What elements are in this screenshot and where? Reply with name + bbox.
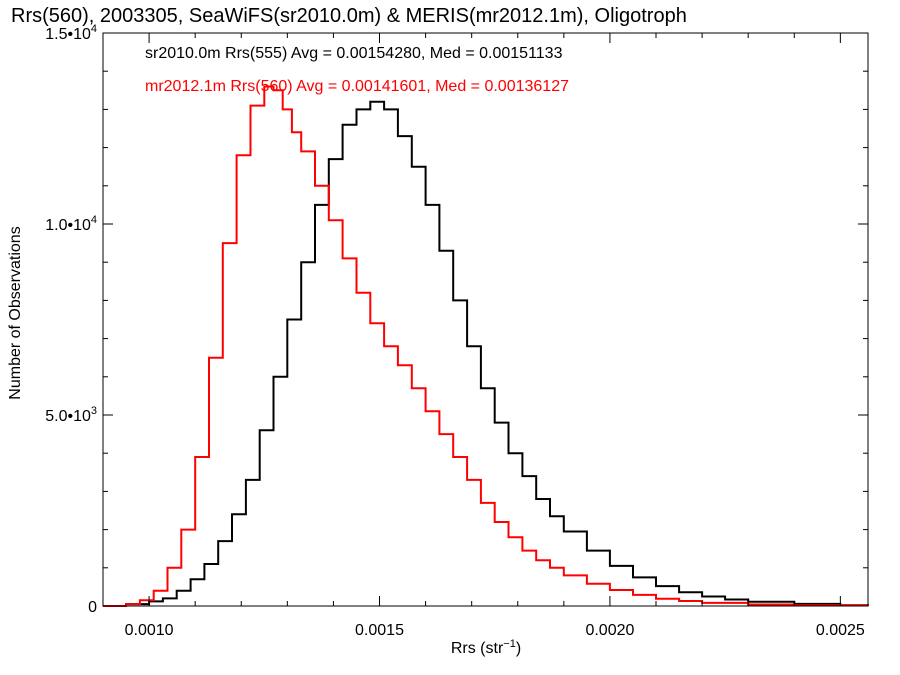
annotation-series-2: mr2012.1m Rrs(560) Avg = 0.00141601, Med… xyxy=(145,78,569,95)
x-axis-label: Rrs (str−1) xyxy=(451,638,521,657)
plot-frame xyxy=(102,32,869,607)
y-tick-label: 0 xyxy=(88,599,97,616)
y-tick-label: 5.0•103 xyxy=(45,405,97,425)
series-1-line xyxy=(103,100,869,607)
series-layer xyxy=(103,85,869,607)
chart-title: Rrs(560), 2003305, SeaWiFS(sr2010.0m) & … xyxy=(11,5,687,27)
annotation-series-1: sr2010.0m Rrs(555) Avg = 0.00154280, Med… xyxy=(145,45,563,62)
x-tick-label: 0.0020 xyxy=(585,622,634,639)
x-tick-label: 0.0025 xyxy=(816,622,865,639)
y-tick-label: 1.5•104 xyxy=(45,23,97,43)
x-tick-label: 0.0010 xyxy=(125,622,174,639)
y-tick-label: 1.0•104 xyxy=(45,214,97,234)
x-tick-label: 0.0015 xyxy=(355,622,404,639)
series-2-line xyxy=(103,85,869,607)
y-axis-label: Number of Observations xyxy=(7,226,24,399)
axes-layer: 0.0010 0.0015 0.0020 0.0025 0 5.0•103 1.0•104 1… xyxy=(45,23,869,639)
